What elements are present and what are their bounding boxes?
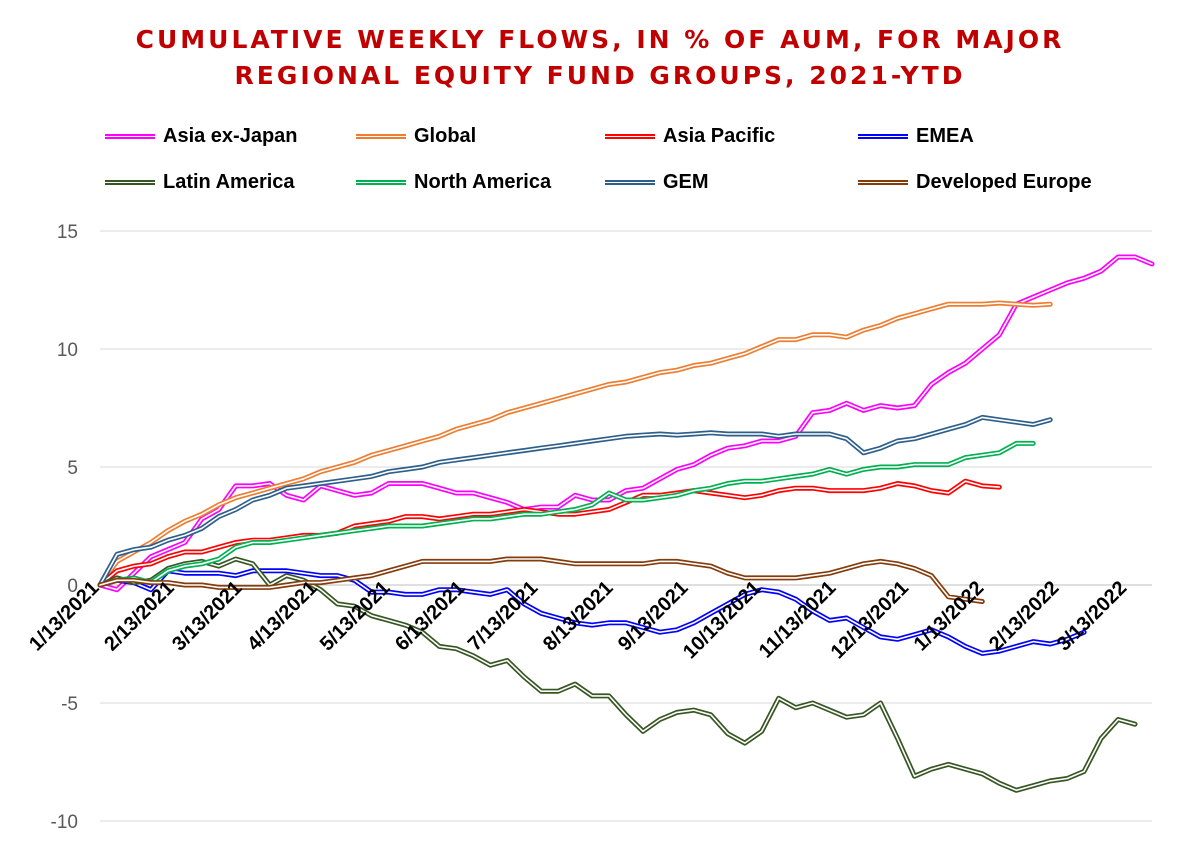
- series-latin-america: [97, 556, 1138, 793]
- y-tick-label: 0: [67, 576, 78, 597]
- legend-swatch: [605, 133, 655, 139]
- legend-swatch: [105, 133, 155, 139]
- x-tick-labels: 1/13/20212/13/20213/13/20214/13/20215/13…: [25, 577, 1131, 663]
- series-lines: [97, 254, 1155, 793]
- y-tick-label: 10: [57, 340, 78, 361]
- legend-item: Developed Europe: [858, 168, 1092, 196]
- legend-label: Global: [414, 124, 477, 147]
- x-tick-label: 9/13/2021: [614, 577, 692, 655]
- series-line-core: [99, 570, 1085, 655]
- legend-swatch: [605, 179, 655, 185]
- y-tick-label: -5: [61, 694, 78, 715]
- series-emea: [97, 568, 1087, 656]
- legend-item: Latin America: [105, 168, 295, 196]
- y-tick-label: 5: [67, 458, 78, 479]
- legend-item: Asia Pacific: [605, 122, 775, 150]
- legend-label: Asia Pacific: [663, 124, 776, 147]
- series-line-core: [99, 558, 984, 603]
- legend-label: North America: [414, 170, 552, 193]
- x-tick-label: 10/13/2021: [679, 577, 765, 663]
- legend-label: Latin America: [163, 170, 295, 193]
- y-tick-labels: 15 10 5 0 -5 -10: [51, 222, 78, 833]
- chart-title-line-2: REGIONAL EQUITY FUND GROUPS, 2021-YTD: [234, 61, 966, 90]
- x-tick-label: 6/13/2021: [391, 577, 469, 655]
- legend-item: GEM: [605, 168, 709, 196]
- series-line-core: [99, 416, 1051, 586]
- series-developed-europe: [97, 556, 985, 604]
- legend-swatch: [356, 133, 406, 139]
- series-line-core: [99, 442, 1034, 586]
- legend-item: North America: [356, 168, 551, 196]
- legend-item: Global: [356, 122, 476, 150]
- x-tick-label: 1/13/2021: [25, 577, 103, 655]
- chart-title: CUMULATIVE WEEKLY FLOWS, IN % OF AUM, FO…: [0, 22, 1200, 94]
- legend-swatch: [105, 179, 155, 185]
- series-line-core: [99, 558, 1136, 792]
- y-tick-label: 15: [57, 222, 78, 243]
- x-tick-label: 1/13/2022: [910, 577, 988, 655]
- legend-label: EMEA: [916, 124, 974, 147]
- chart-title-line-1: CUMULATIVE WEEKLY FLOWS, IN % OF AUM, FO…: [135, 25, 1065, 54]
- series-north-america: [97, 440, 1036, 588]
- legend-label: Asia ex-Japan: [163, 124, 298, 147]
- chart-legend: Asia ex-Japan Global Asia Pacific EMEA Latin…: [100, 122, 1160, 202]
- series-gem: [97, 414, 1053, 588]
- series-global: [97, 300, 1053, 588]
- series-line-core: [99, 302, 1051, 586]
- legend-item: Asia ex-Japan: [105, 122, 298, 150]
- legend-swatch: [858, 179, 908, 185]
- legend-swatch: [356, 179, 406, 185]
- legend-label: Developed Europe: [916, 170, 1092, 193]
- legend-label: GEM: [663, 170, 709, 193]
- x-tick-label: 3/13/2021: [168, 577, 246, 655]
- legend-item: EMEA: [858, 122, 974, 150]
- x-tick-label: 3/13/2022: [1053, 577, 1131, 655]
- y-tick-label: -10: [51, 812, 78, 833]
- legend-swatch: [858, 133, 908, 139]
- grid-lines: [100, 230, 1152, 822]
